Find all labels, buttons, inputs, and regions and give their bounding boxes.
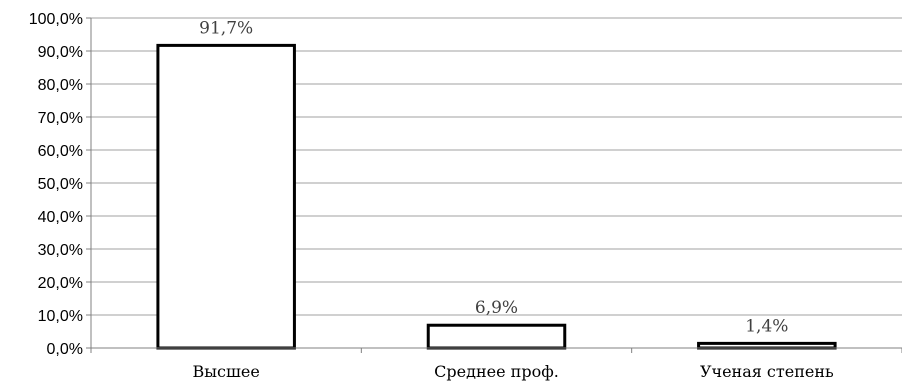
y-tick-label: 20,0% xyxy=(38,275,83,292)
bar-1 xyxy=(156,43,296,350)
category-labels: Высшее Среднее проф. Ученая степень xyxy=(193,362,834,381)
bar-3 xyxy=(697,341,837,350)
category-label: Высшее xyxy=(193,362,260,381)
y-axis-tick-labels: 0,0% 10,0% 20,0% 30,0% 40,0% 50,0% 60,0% 70,0% 8… xyxy=(29,11,91,358)
y-tick-label: 30,0% xyxy=(38,242,83,259)
y-tick-label: 50,0% xyxy=(38,176,83,193)
y-tick-label: 90,0% xyxy=(38,44,83,61)
data-label: 6,9% xyxy=(475,298,518,318)
y-tick-label: 80,0% xyxy=(38,77,83,94)
data-labels: 91,7% 6,9% 1,4% xyxy=(199,18,788,336)
data-label: 1,4% xyxy=(745,316,788,336)
y-tick-label: 0,0% xyxy=(47,341,83,358)
y-tick-label: 40,0% xyxy=(38,209,83,226)
bar-2 xyxy=(426,323,567,350)
y-tick-label: 60,0% xyxy=(38,143,83,160)
category-label: Ученая степень xyxy=(700,362,834,381)
y-tick-label: 100,0% xyxy=(29,11,83,28)
data-label: 91,7% xyxy=(199,18,253,38)
bars xyxy=(156,43,837,350)
x-axis xyxy=(90,18,902,353)
category-label: Среднее проф. xyxy=(434,362,559,381)
y-tick-label: 70,0% xyxy=(38,110,83,127)
y-tick-label: 10,0% xyxy=(38,308,83,325)
